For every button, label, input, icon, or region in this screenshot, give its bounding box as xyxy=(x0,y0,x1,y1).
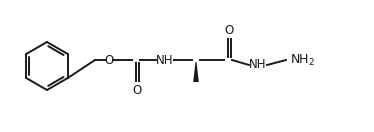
Text: NH: NH xyxy=(249,58,267,72)
Polygon shape xyxy=(193,62,199,82)
Text: O: O xyxy=(104,53,114,67)
Text: NH: NH xyxy=(156,53,174,67)
Text: O: O xyxy=(132,84,142,96)
Text: NH$_2$: NH$_2$ xyxy=(289,52,315,68)
Text: O: O xyxy=(224,23,234,37)
